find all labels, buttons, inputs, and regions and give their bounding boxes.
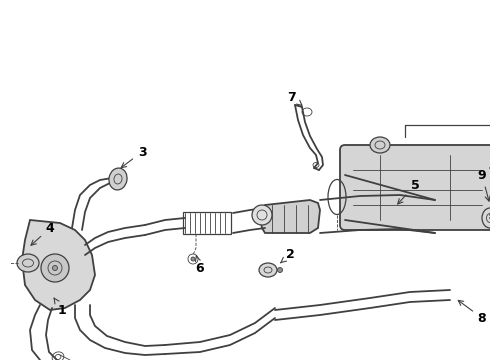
Ellipse shape <box>17 254 39 272</box>
Ellipse shape <box>52 266 57 270</box>
Ellipse shape <box>252 205 272 225</box>
Ellipse shape <box>41 254 69 282</box>
Text: 1: 1 <box>54 298 66 316</box>
FancyBboxPatch shape <box>340 145 490 230</box>
Bar <box>183 212 231 234</box>
Text: 7: 7 <box>288 90 302 105</box>
Text: 6: 6 <box>196 256 204 274</box>
Text: 3: 3 <box>121 145 147 168</box>
Text: 11: 11 <box>0 359 1 360</box>
Ellipse shape <box>109 168 127 190</box>
Text: 9: 9 <box>478 168 490 201</box>
Text: 12: 12 <box>0 359 1 360</box>
Text: 5: 5 <box>398 179 419 204</box>
Ellipse shape <box>370 137 390 153</box>
Ellipse shape <box>191 257 195 261</box>
Text: 10: 10 <box>0 359 1 360</box>
Text: 8: 8 <box>458 300 486 324</box>
Polygon shape <box>22 220 95 310</box>
Polygon shape <box>260 200 320 233</box>
Text: 4: 4 <box>31 221 54 245</box>
Ellipse shape <box>482 208 490 228</box>
Text: 2: 2 <box>281 248 294 263</box>
Ellipse shape <box>259 263 277 277</box>
Ellipse shape <box>277 267 283 273</box>
Text: 13: 13 <box>0 359 1 360</box>
